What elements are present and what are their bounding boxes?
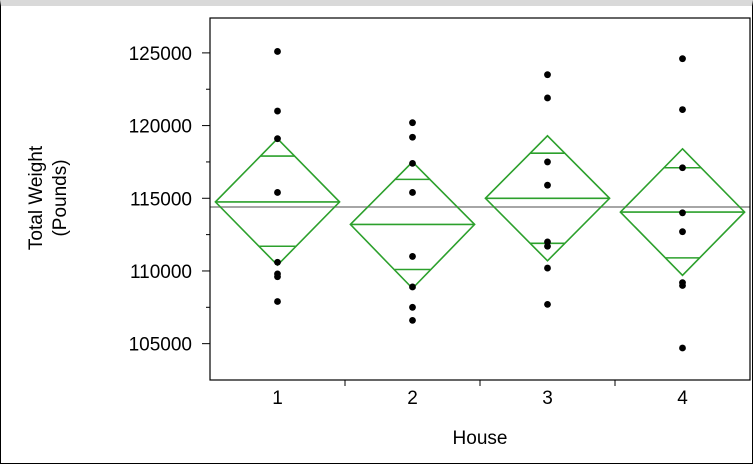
data-point-house-3 — [544, 71, 551, 79]
data-point-house-3 — [544, 242, 551, 250]
data-point-house-3 — [544, 181, 551, 189]
data-point-house-2 — [409, 253, 416, 260]
data-point-house-1 — [274, 298, 281, 305]
data-point-house-3 — [544, 94, 551, 102]
y-tick-label-110000: 110000 — [130, 262, 192, 283]
means-diamond-3 — [484, 134, 611, 262]
data-point-house-2 — [409, 133, 416, 141]
y-axis-label-line1: Total Weight — [26, 145, 47, 250]
data-point-house-4 — [679, 282, 686, 289]
plot-layer — [210, 48, 750, 352]
data-point-house-4 — [679, 228, 686, 236]
x-tick-label-4: 4 — [677, 388, 688, 409]
data-point-house-4 — [679, 344, 686, 352]
y-tick-label-125000: 125000 — [129, 44, 192, 65]
x-tick-label-2: 2 — [407, 388, 418, 409]
data-point-house-1 — [274, 48, 281, 55]
y-tick-label-105000: 105000 — [129, 335, 192, 356]
means-diamond-4 — [619, 147, 746, 277]
data-point-house-2 — [409, 283, 416, 291]
data-point-house-3 — [544, 264, 551, 272]
y-tick-label-115000: 115000 — [130, 189, 192, 210]
plot-frame — [209, 17, 751, 381]
data-point-house-4 — [679, 106, 686, 113]
data-point-house-2 — [409, 119, 416, 127]
data-point-house-2 — [409, 189, 416, 196]
data-point-house-1 — [274, 273, 281, 281]
y-tick-label-120000: 120000 — [129, 117, 192, 138]
data-point-house-2 — [409, 303, 416, 311]
data-point-house-4 — [679, 209, 686, 217]
data-point-house-1 — [274, 258, 281, 266]
y-axis-label-line2: (Pounds) — [50, 159, 71, 236]
data-point-house-4 — [679, 55, 686, 63]
data-point-house-3 — [544, 301, 551, 308]
x-axis-label: House — [453, 428, 508, 449]
x-tick-label-1: 1 — [272, 388, 283, 409]
data-point-house-4 — [679, 164, 686, 172]
data-point-house-1 — [274, 107, 281, 115]
data-point-house-2 — [409, 316, 416, 324]
x-tick-label-3: 3 — [542, 388, 553, 409]
data-point-house-3 — [544, 158, 551, 166]
data-point-house-1 — [274, 135, 281, 143]
data-point-house-2 — [409, 159, 416, 167]
data-point-house-1 — [274, 189, 281, 196]
axis-layer: 105000 110000 115000 120000 125000 1 2 3 4 — [129, 17, 751, 409]
